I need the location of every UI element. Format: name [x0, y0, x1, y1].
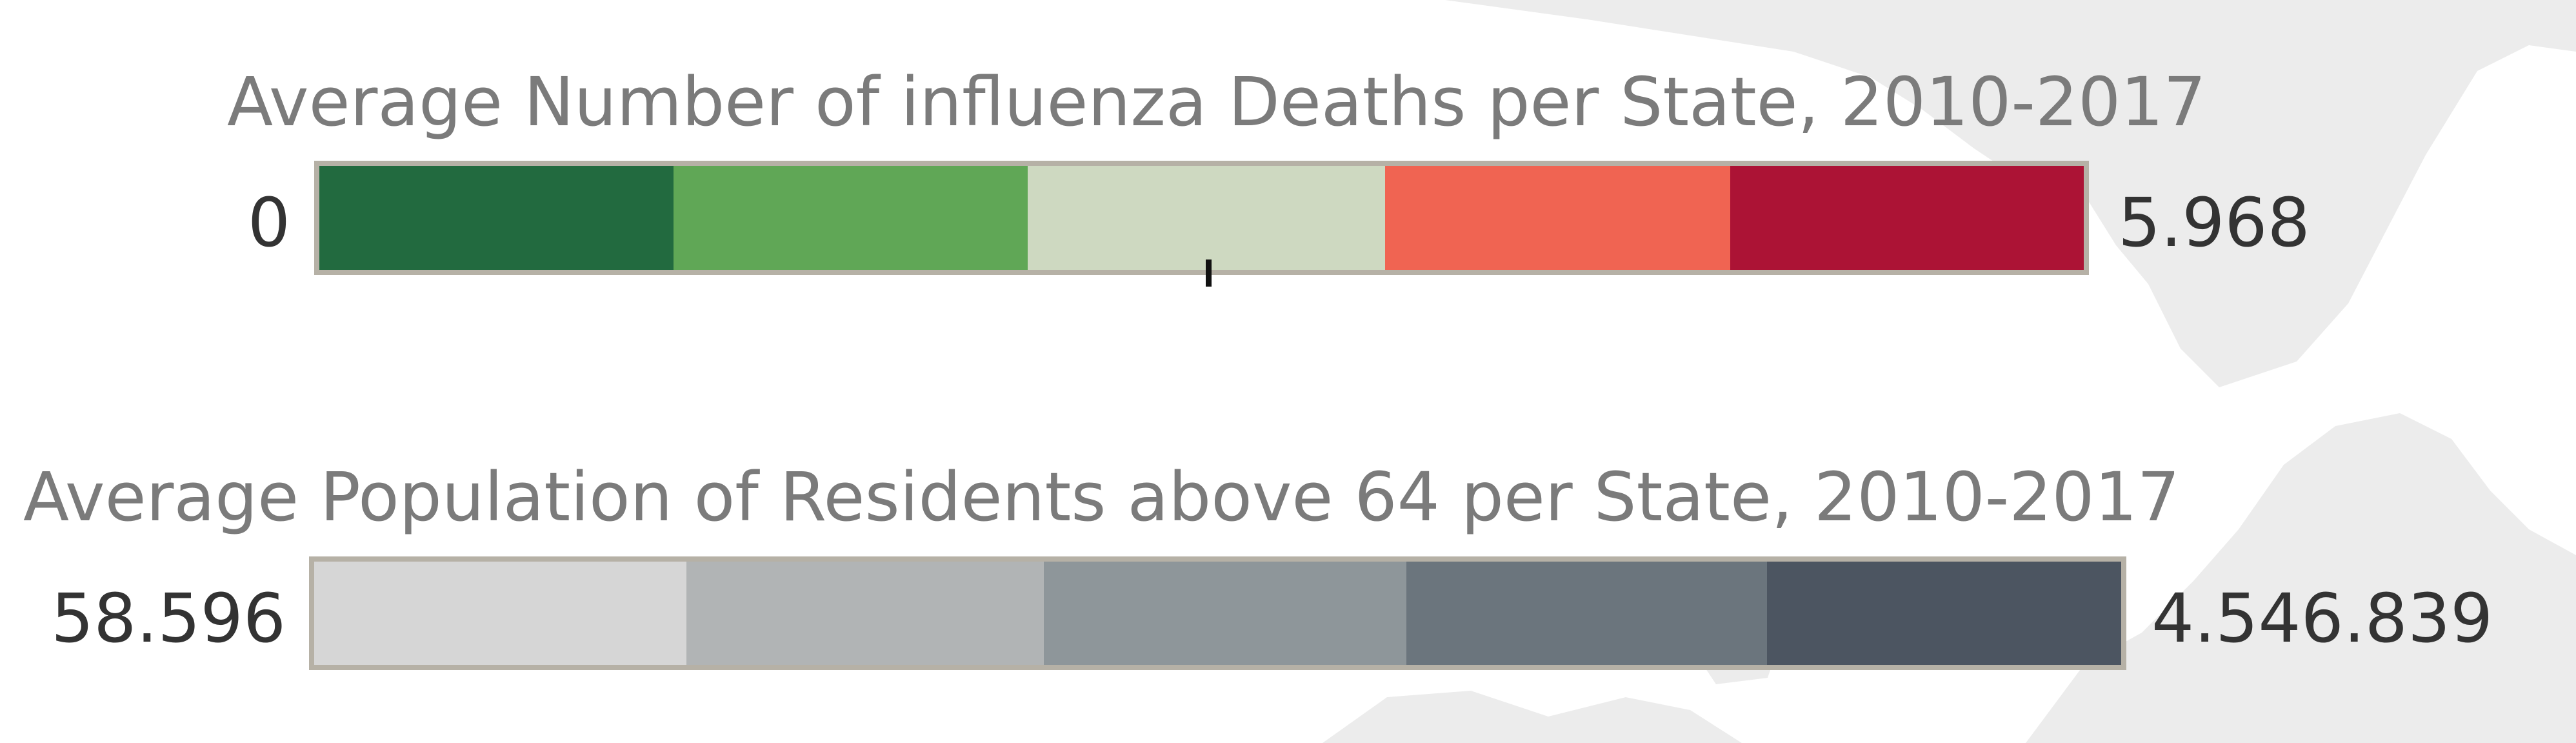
deaths-bin-4 [1385, 166, 1730, 270]
deaths-bin-2 [674, 166, 1028, 270]
deaths-value-marker [1206, 260, 1212, 287]
map-shape-upper [1445, 0, 2576, 387]
deaths-min-label: 0 [247, 183, 290, 262]
population-bin-5 [1767, 562, 2121, 665]
population-legend-title: Average Population of Residents above 64… [23, 458, 2180, 536]
deaths-bin-1 [319, 166, 674, 270]
map-shape-bottom [1323, 691, 1742, 743]
population-bin-3 [1044, 562, 1406, 665]
deaths-legend-title: Average Number of influenza Deaths per S… [227, 63, 2206, 141]
population-max-label: 4.546.839 [2152, 579, 2493, 658]
population-min-label: 58.596 [51, 579, 286, 658]
deaths-max-label: 5.968 [2118, 183, 2310, 262]
deaths-color-scale [314, 161, 2089, 275]
map-shape-lower [2026, 413, 2576, 743]
population-bin-4 [1406, 562, 1767, 665]
population-color-scale [309, 556, 2126, 670]
population-bin-2 [686, 562, 1044, 665]
deaths-bin-5 [1730, 166, 2084, 270]
deaths-bin-3 [1028, 166, 1385, 270]
population-bin-1 [314, 562, 686, 665]
